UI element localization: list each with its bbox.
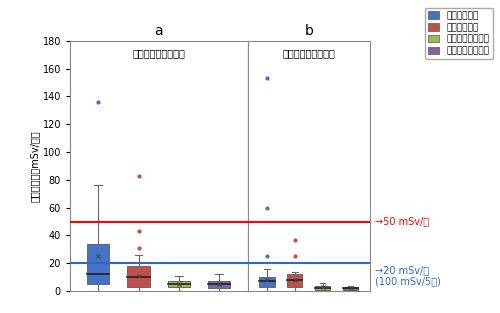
Title: a: a [154, 24, 163, 38]
Bar [287, 275, 302, 287]
Bar [260, 277, 274, 287]
Text: 防護用メガネの内側: 防護用メガネの内側 [282, 48, 335, 58]
Bar [87, 244, 110, 284]
Bar [343, 287, 358, 290]
Bar [128, 266, 150, 287]
Text: 防護用メガネの外側: 防護用メガネの外側 [132, 48, 185, 58]
Legend: 医師（左眼）, 医師（右眼）, 看護師等（左眼）, 看護師等（右眼）: 医師（左眼）, 医師（右眼）, 看護師等（左眼）, 看護師等（右眼） [424, 8, 493, 59]
Bar [208, 281, 231, 288]
Bar [315, 285, 330, 290]
Title: b: b [304, 24, 313, 38]
Y-axis label: 水晶体線量（mSv/年）: 水晶体線量（mSv/年） [30, 130, 40, 202]
Text: →50 mSv/年: →50 mSv/年 [375, 217, 429, 227]
Text: →20 mSv/年
(100 mSv/5年): →20 mSv/年 (100 mSv/5年) [375, 265, 441, 286]
Bar [168, 281, 190, 287]
